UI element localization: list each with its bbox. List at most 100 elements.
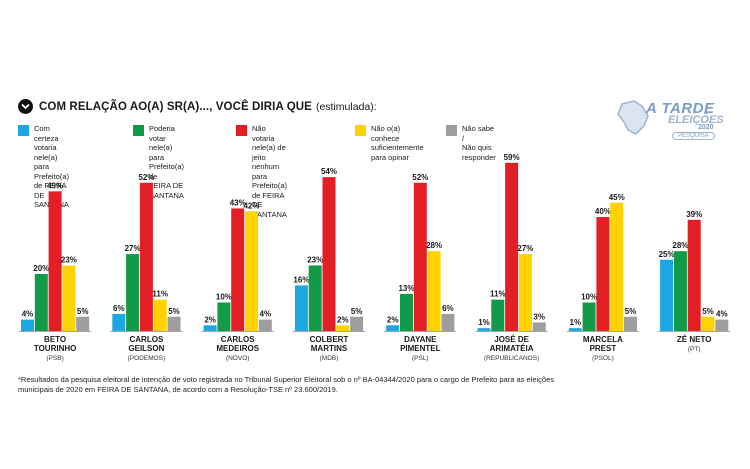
bar-2-cat-8 <box>673 251 687 331</box>
legend-item-nao-sabe: Não sabe / Não quis responder <box>446 124 496 162</box>
bar-2-cat-7 <box>582 302 596 331</box>
legend-label: Não sabe / Não quis responder <box>462 124 496 162</box>
data-label: 4% <box>260 310 272 319</box>
logo-line-1: A TARDE <box>646 100 715 117</box>
legend-swatch <box>18 125 29 136</box>
bar-2-cat-6 <box>491 299 505 331</box>
party-label: (MDB) <box>320 355 339 362</box>
category-label: DAYANE <box>404 335 437 344</box>
data-label: 52% <box>138 173 154 182</box>
bar-2-cat-5 <box>400 293 413 331</box>
party-label: (PSL) <box>412 355 429 362</box>
bar-3-cat-8 <box>687 219 701 331</box>
bar-1-cat-6 <box>477 328 491 331</box>
category-label: CARLOS <box>130 335 164 344</box>
category-label: MARCELA <box>583 335 623 344</box>
data-label: 43% <box>230 198 246 207</box>
footnote: *Resultados da pesquisa eleitoral de int… <box>18 375 554 394</box>
bar-1-cat-8 <box>660 259 674 331</box>
data-label: 5% <box>77 307 89 316</box>
data-label: 5% <box>625 307 637 316</box>
data-label: 10% <box>581 293 597 302</box>
legend-item-poderia: Poderia votar nele(a) para Prefeito(a) d… <box>133 124 184 200</box>
bar-1-cat-2 <box>112 313 126 331</box>
data-label: 6% <box>113 304 125 313</box>
data-label: 1% <box>570 318 582 327</box>
bar-1-cat-4 <box>294 285 308 331</box>
legend-item-nao-votaria: Não votaria nele(a) de jeito nenhum para… <box>236 124 287 219</box>
bar-3-cat-2 <box>139 182 153 331</box>
data-label: 11% <box>490 290 506 299</box>
data-label: 27% <box>517 244 533 253</box>
bar-3-cat-7 <box>596 217 610 331</box>
bar-5-cat-3 <box>258 319 272 331</box>
bar-1-cat-7 <box>568 328 582 331</box>
data-label: 54% <box>321 167 337 176</box>
bar-1-cat-5 <box>386 325 400 331</box>
data-label: 20% <box>33 264 49 273</box>
legend-item-nao-conhece: Não o(a) conhece suficientemente para op… <box>355 124 424 162</box>
data-label: 2% <box>337 315 349 324</box>
data-label: 10% <box>216 293 232 302</box>
bar-3-cat-5 <box>413 182 427 331</box>
data-label: 28% <box>426 241 442 250</box>
data-label: 39% <box>686 210 702 219</box>
category-label: GEILSON <box>128 344 164 353</box>
data-label: 5% <box>168 307 180 316</box>
bar-5-cat-1 <box>76 316 90 331</box>
bar-4-cat-3 <box>245 211 258 331</box>
bar-4-cat-5 <box>427 251 441 331</box>
bar-1-cat-3 <box>203 325 217 331</box>
legend-label: Não votaria nele(a) de jeito nenhum para… <box>252 124 288 219</box>
bar-4-cat-4 <box>336 325 350 331</box>
data-label: 16% <box>293 275 309 284</box>
category-label: TOURINHO <box>34 344 77 353</box>
data-label: 27% <box>125 244 141 253</box>
data-label: 6% <box>442 304 454 313</box>
bar-5-cat-2 <box>167 316 181 331</box>
data-label: 11% <box>152 290 168 299</box>
legend-swatch <box>236 125 247 136</box>
category-label: MARTINS <box>311 344 348 353</box>
chart-title-row: COM RELAÇÃO AO(A) SR(A)..., VOCÊ DIRIA Q… <box>18 99 377 114</box>
bar-3-cat-6 <box>505 162 519 331</box>
category-label: ZÉ NETO <box>677 335 712 344</box>
category-label: BETO <box>44 335 66 344</box>
chart-subtitle: (estimulada): <box>315 100 377 113</box>
bar-4-cat-1 <box>62 265 76 331</box>
data-label: 13% <box>398 284 414 293</box>
data-label: 5% <box>351 307 363 316</box>
bar-4-cat-7 <box>610 202 624 331</box>
category-label: PIMENTEL <box>400 344 441 353</box>
data-label: 3% <box>533 312 545 321</box>
bar-4-cat-6 <box>518 254 532 331</box>
bar-4-cat-2 <box>153 299 167 331</box>
category-label: JOSÉ DE <box>494 335 529 344</box>
logo-line-4: PESQUISA <box>672 132 715 140</box>
legend-label: Não o(a) conhece suficientemente para op… <box>371 124 424 162</box>
bar-2-cat-3 <box>217 302 231 331</box>
bar-3-cat-4 <box>322 177 336 331</box>
chevron-down-icon <box>18 99 33 114</box>
data-label: 2% <box>204 315 216 324</box>
data-label: 23% <box>307 255 323 264</box>
data-label: 1% <box>478 318 490 327</box>
bar-1-cat-1 <box>21 319 34 331</box>
data-label: 4% <box>22 310 34 319</box>
category-label: MEDEIROS <box>216 344 259 353</box>
bar-2-cat-1 <box>34 274 48 331</box>
legend-swatch <box>133 125 144 136</box>
party-label: (REPUBLICANOS) <box>484 355 539 362</box>
data-label: 4% <box>716 310 728 319</box>
bar-5-cat-7 <box>624 316 637 331</box>
data-label: 49% <box>47 181 63 190</box>
bar-3-cat-3 <box>231 208 245 331</box>
bar-4-cat-8 <box>701 316 715 331</box>
bar-5-cat-8 <box>715 319 729 331</box>
bar-5-cat-6 <box>532 322 546 331</box>
data-label: 25% <box>659 250 675 259</box>
data-label: 23% <box>61 255 77 264</box>
bar-2-cat-4 <box>308 265 322 331</box>
legend-label: Poderia votar nele(a) para Prefeito(a) d… <box>149 124 185 200</box>
party-label: (PODEMOS) <box>128 355 166 362</box>
